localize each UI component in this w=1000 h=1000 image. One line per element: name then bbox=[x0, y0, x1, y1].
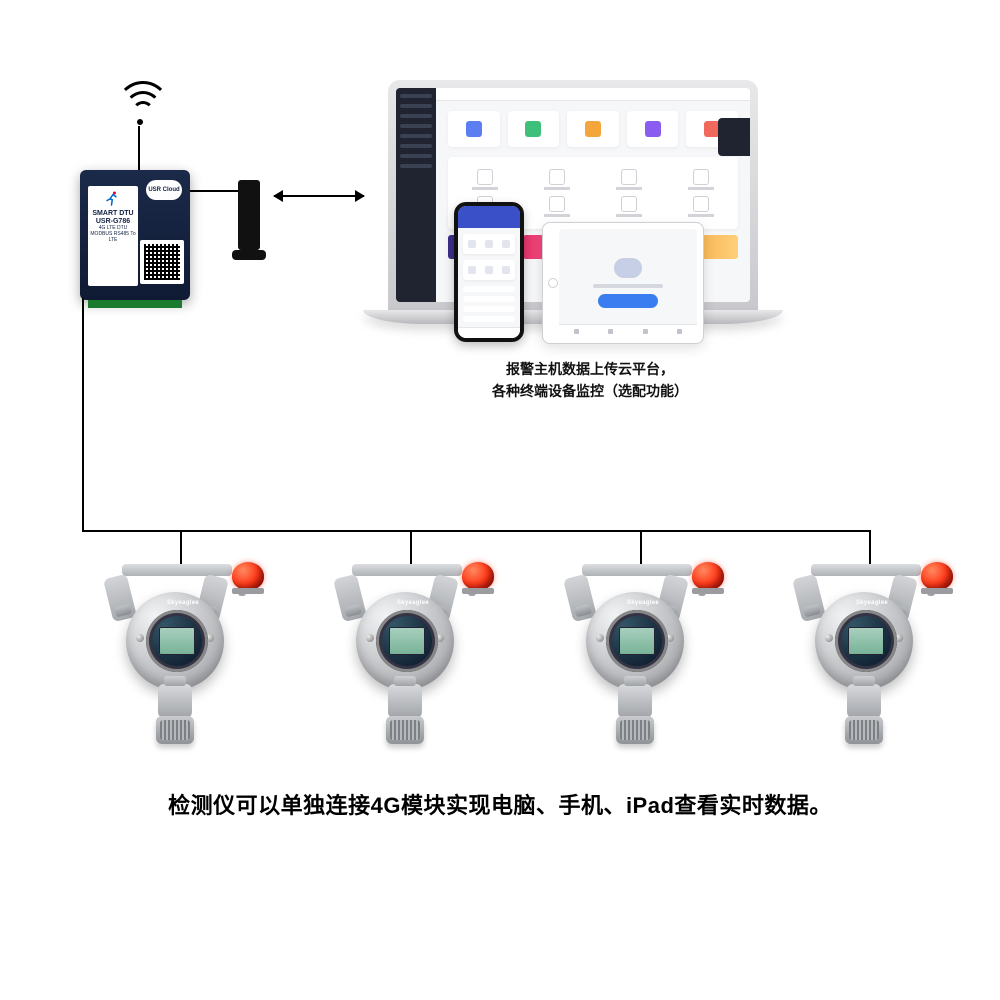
cluster-caption-line1: 报警主机数据上传云平台， bbox=[430, 358, 750, 380]
bi-arrow-icon bbox=[274, 195, 364, 197]
module-product: USR-G786 bbox=[96, 218, 130, 226]
dashboard-sidebar bbox=[396, 88, 436, 302]
beacon-icon bbox=[921, 562, 953, 590]
sensor-icon bbox=[386, 716, 424, 744]
detector-brand: Skyeaglee bbox=[856, 600, 888, 606]
detector-lcd bbox=[159, 627, 195, 655]
beacon-icon bbox=[462, 562, 494, 590]
wire-module-wifi bbox=[138, 126, 140, 172]
antenna-foot bbox=[232, 250, 266, 260]
bus-drop-3 bbox=[640, 530, 642, 566]
tablet-device bbox=[542, 222, 704, 344]
beacon-icon bbox=[232, 562, 264, 590]
detector-lcd bbox=[619, 627, 655, 655]
detector-lcd bbox=[848, 627, 884, 655]
bus-drop-4 bbox=[869, 530, 871, 566]
detector-brand: Skyeaglee bbox=[627, 600, 659, 606]
beacon-icon bbox=[692, 562, 724, 590]
module-label-plate: SMART DTU USR-G786 4G LTE DTU MODBUS RS4… bbox=[88, 186, 138, 286]
dashboard-stat-cards bbox=[436, 101, 750, 153]
module-qr bbox=[140, 240, 184, 284]
module-4g-dtu: USR Cloud SMART DTU USR-G786 4G LTE DTU … bbox=[80, 170, 190, 300]
module-title-sub: SMART DTU bbox=[92, 210, 133, 218]
cluster-caption: 报警主机数据上传云平台， 各种终端设备监控（选配功能） bbox=[430, 358, 750, 403]
bus-drop-2 bbox=[410, 530, 412, 566]
running-man-icon bbox=[104, 190, 122, 208]
wifi-icon bbox=[110, 85, 170, 125]
detector-lcd bbox=[389, 627, 425, 655]
gas-detector: Skyeaglee bbox=[338, 564, 488, 744]
bus-horizontal bbox=[82, 530, 869, 532]
tablet-home-button bbox=[548, 278, 558, 288]
phone-card bbox=[463, 234, 515, 254]
gas-detector: Skyeaglee bbox=[108, 564, 258, 744]
module-cloud-label: USR Cloud bbox=[146, 180, 182, 200]
cloud-icon bbox=[614, 258, 642, 278]
sensor-icon bbox=[616, 716, 654, 744]
phone-header bbox=[458, 206, 520, 228]
phone-nav bbox=[458, 327, 520, 338]
sensor-icon bbox=[845, 716, 883, 744]
module-ports bbox=[88, 300, 182, 308]
antenna-icon bbox=[238, 180, 260, 250]
module-series: MODBUS RS485 To LTE bbox=[90, 231, 136, 243]
sensor-icon bbox=[156, 716, 194, 744]
tablet-nav bbox=[559, 324, 697, 337]
detector-brand: Skyeaglee bbox=[167, 600, 199, 606]
gas-detector: Skyeaglee bbox=[797, 564, 947, 744]
phone-card bbox=[463, 260, 515, 280]
bus-vertical bbox=[82, 298, 84, 530]
dashboard-right-widget bbox=[718, 118, 750, 156]
detector-brand: Skyeaglee bbox=[397, 600, 429, 606]
dashboard-topbar bbox=[436, 88, 750, 101]
cluster-caption-line2: 各种终端设备监控（选配功能） bbox=[430, 380, 750, 402]
gas-detector: Skyeaglee bbox=[568, 564, 718, 744]
bottom-caption: 检测仪可以单独连接4G模块实现电脑、手机、iPad查看实时数据。 bbox=[50, 788, 950, 820]
diagram-canvas: USR Cloud SMART DTU USR-G786 4G LTE DTU … bbox=[0, 0, 1000, 1000]
phone-device bbox=[454, 202, 524, 342]
bus-drop-1 bbox=[180, 530, 182, 566]
tablet-primary-button bbox=[598, 294, 658, 308]
